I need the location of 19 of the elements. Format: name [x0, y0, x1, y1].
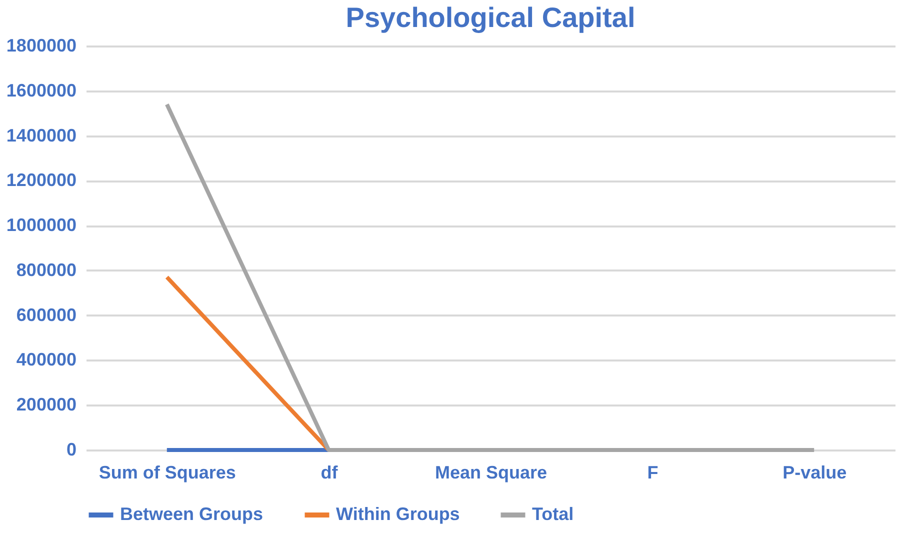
y-tick-label: 600000: [16, 304, 76, 325]
x-tick-label: Mean Square: [434, 462, 548, 482]
y-tick-label: 0: [66, 440, 76, 460]
legend-label: Within Groups: [336, 504, 460, 524]
y-tick-label: 800000: [16, 260, 76, 280]
x-tick-label: Sum of Squares: [98, 462, 236, 482]
x-tick-label: P-value: [782, 462, 847, 482]
legend-label: Between Groups: [120, 504, 264, 524]
x-tick-label: df: [320, 462, 339, 482]
x-tick-label: F: [647, 462, 658, 482]
y-tick-label: 400000: [16, 350, 76, 370]
y-tick-label: 1800000: [6, 36, 76, 56]
y-tick-label: 1400000: [6, 125, 76, 146]
y-tick-label: 1200000: [6, 170, 76, 190]
y-tick-label: 200000: [16, 394, 76, 415]
y-tick-label: 1000000: [6, 215, 76, 236]
y-tick-label: 1600000: [6, 80, 76, 100]
chart-title: Psychological Capital: [346, 2, 636, 33]
legend-label: Total: [532, 504, 574, 524]
